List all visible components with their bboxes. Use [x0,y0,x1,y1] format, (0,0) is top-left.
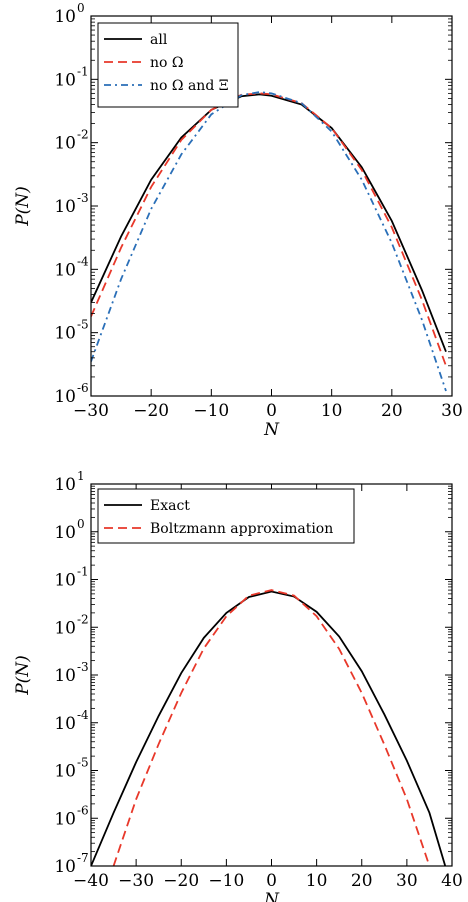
y-tick-label: 10 [54,618,76,638]
x-tick-label: 20 [381,401,403,421]
x-tick-label: −20 [163,871,199,891]
legend-label: Exact [150,498,190,514]
y-tick-exponent: -1 [77,64,89,78]
y-tick-label: 10 [54,134,76,154]
x-tick-label: 20 [351,871,373,891]
y-tick-label: 10 [54,387,76,407]
y-tick-exponent: -1 [77,565,89,579]
y-tick-exponent: -3 [77,660,89,674]
y-tick-exponent: -5 [77,756,89,770]
series-line-2 [112,589,431,866]
x-tick-label: 30 [396,871,418,891]
series-line-1 [91,93,447,353]
x-axis-label: N [263,420,280,440]
legend: Exact Boltzmann approximation [97,488,355,544]
y-tick-label: 10 [54,324,76,344]
legend-label: no Ω and Ξ [150,78,229,94]
y-tick-label: 10 [54,475,76,495]
y-tick-label: 10 [54,666,76,686]
y-tick-exponent: -4 [77,708,89,722]
x-tick-label: 10 [321,401,343,421]
x-tick-label: −10 [208,871,244,891]
y-tick-exponent: -2 [77,128,89,142]
series-line-1 [91,590,447,866]
x-tick-label: −40 [73,871,109,891]
legend-box [97,22,239,108]
series-line-3 [91,91,447,392]
y-tick-exponent: 0 [77,1,85,15]
x-axis-label: N [263,890,280,902]
legend-label: no Ω [150,55,184,71]
x-tick-label: 0 [266,401,277,421]
legend-label: Boltzmann approximation [150,521,333,537]
y-tick-label: 10 [54,260,76,280]
series-line-2 [91,92,447,367]
x-tick-label: −30 [118,871,154,891]
y-tick-exponent: 1 [77,469,85,483]
x-tick-label: 30 [441,401,463,421]
y-tick-label: 10 [54,762,76,782]
x-tick-label: 0 [266,871,277,891]
chart-1: −30 −20 −10 0 10 20 3010-610-510-410-310-210-1… [13,1,463,440]
y-tick-exponent: -5 [77,318,89,332]
legend-box [97,488,355,544]
y-tick-exponent: -6 [77,381,89,395]
y-axis-label: P(N) [13,186,33,227]
x-tick-label: 10 [306,871,328,891]
y-tick-label: 10 [54,197,76,217]
y-tick-label: 10 [54,714,76,734]
y-tick-label: 10 [54,70,76,90]
legend: all no Ω no Ω and Ξ [97,22,239,108]
y-tick-exponent: 0 [77,517,85,531]
y-tick-label: 10 [54,7,76,27]
y-tick-exponent: -3 [77,191,89,205]
legend-label: all [150,32,168,48]
x-tick-label: −30 [73,401,109,421]
y-axis-label: P(N) [13,655,33,696]
y-tick-label: 10 [54,523,76,543]
y-tick-exponent: -4 [77,254,89,268]
y-tick-exponent: -7 [77,851,89,865]
y-tick-exponent: -2 [77,612,89,626]
x-tick-label: −10 [193,401,229,421]
y-tick-label: 10 [54,809,76,829]
x-tick-label: −20 [133,401,169,421]
y-tick-label: 10 [54,571,76,591]
x-tick-label: 40 [441,871,463,891]
y-tick-exponent: -6 [77,803,89,817]
y-tick-label: 10 [54,857,76,877]
